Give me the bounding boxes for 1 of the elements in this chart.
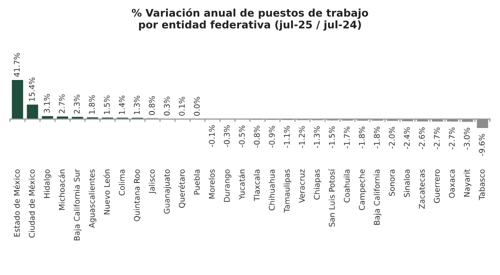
chart-title: % Variación anual de puestos de trabajo por entidad federativa (jul-25 / jul-24) — [132, 8, 368, 31]
